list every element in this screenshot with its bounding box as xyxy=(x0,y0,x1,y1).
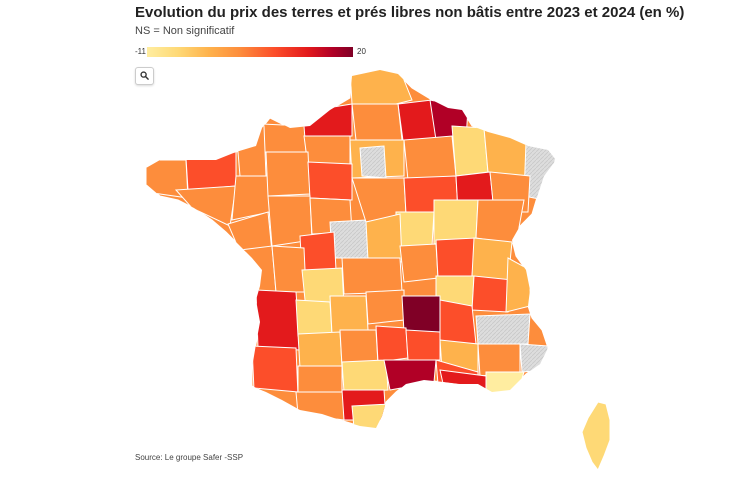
legend-min-label: -11 xyxy=(135,47,146,56)
region-charente-mar xyxy=(255,289,301,351)
region-hautes-alpes-ns xyxy=(475,313,531,345)
department-regions xyxy=(146,70,556,428)
region-pyrenees-atl xyxy=(295,391,345,421)
region-jura xyxy=(471,237,513,283)
region-orne xyxy=(307,161,353,201)
region-dordogne xyxy=(297,331,343,369)
region-seine-maritime xyxy=(301,103,353,137)
legend-max-label: 20 xyxy=(357,47,366,56)
region-eure xyxy=(303,135,351,167)
region-morbihan xyxy=(174,185,237,227)
region-ardeche xyxy=(405,329,441,361)
region-allier xyxy=(341,257,403,295)
region-cantal xyxy=(401,295,441,333)
legend-gradient-bar xyxy=(147,47,353,57)
region-vendee xyxy=(239,245,277,293)
region-mayenne xyxy=(265,151,311,197)
region-cotes-armor xyxy=(185,151,237,191)
region-creuse xyxy=(365,289,405,325)
region-alpes-mar-ns xyxy=(519,343,549,373)
region-marne xyxy=(403,135,457,181)
region-lot-garonne xyxy=(297,365,343,395)
region-nievre xyxy=(399,243,439,283)
region-paris-ns xyxy=(359,145,387,179)
region-tarn xyxy=(341,359,389,393)
region-vaucluse xyxy=(477,343,521,377)
region-charente xyxy=(295,299,333,337)
region-lozere xyxy=(375,325,409,363)
region-cote-or xyxy=(433,199,479,245)
corsica xyxy=(581,401,611,471)
region-savoie xyxy=(505,257,531,313)
region-indre xyxy=(299,231,337,273)
search-icon xyxy=(140,71,149,80)
region-doubs xyxy=(475,199,525,245)
source-note: Source: Le groupe Safer -SSP xyxy=(135,453,244,462)
region-somme xyxy=(351,103,403,141)
region-isere xyxy=(439,299,477,345)
region-loiret-ns xyxy=(329,219,371,259)
region-pyrenees-or xyxy=(351,403,391,428)
map-title: Evolution du prix des terres et prés lib… xyxy=(135,4,685,21)
region-saone-loire xyxy=(435,237,477,279)
map-subtitle: NS = Non significatif xyxy=(135,25,235,37)
region-haute-vienne xyxy=(329,295,369,335)
region-meuse xyxy=(451,125,489,177)
region-calvados xyxy=(261,123,307,153)
region-herault xyxy=(383,359,437,391)
search-button[interactable] xyxy=(135,67,154,85)
region-yonne xyxy=(395,211,435,249)
region-moselle xyxy=(483,127,529,177)
region-cher xyxy=(365,213,403,263)
region-deux-sevres xyxy=(271,245,307,293)
region-manche xyxy=(235,125,267,177)
